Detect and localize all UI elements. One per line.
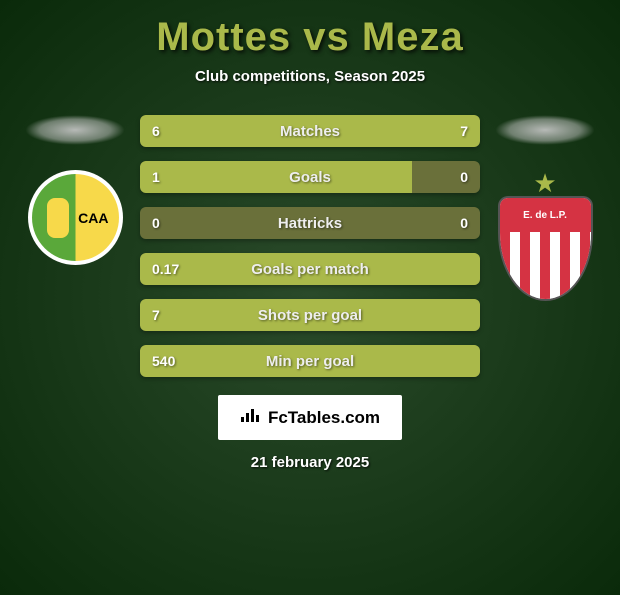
left-player-silhouette [25,115,125,145]
stat-row: 6Matches7 [140,115,480,147]
stat-row: 0.17Goals per match [140,253,480,285]
stat-value-right: 0 [460,161,468,193]
right-player-silhouette [495,115,595,145]
stat-value-right: 7 [460,115,468,147]
comparison-content: CAA 6Matches71Goals00Hattricks00.17Goals… [0,115,620,377]
stat-label: Min per goal [140,345,480,377]
stat-row: 0Hattricks0 [140,207,480,239]
star-icon: ★ [498,170,593,196]
stat-row: 540Min per goal [140,345,480,377]
stat-label: Goals per match [140,253,480,285]
stat-label: Shots per goal [140,299,480,331]
left-badge-text: CAA [78,210,108,226]
stats-list: 6Matches71Goals00Hattricks00.17Goals per… [140,115,480,377]
stat-row: 1Goals0 [140,161,480,193]
page-title: Mottes vs Meza [0,15,620,60]
stat-label: Matches [140,115,480,147]
footer: FcTables.com 21 february 2025 [0,395,620,471]
stat-row: 7Shots per goal [140,299,480,331]
right-badge-text: E. de L.P. [523,210,567,221]
brand-text: FcTables.com [268,408,380,428]
right-player-column: ★ E. de L.P. [495,115,595,300]
date-text: 21 february 2025 [251,454,369,471]
cactus-icon [47,198,69,238]
shield-stripes [500,232,591,299]
left-player-column: CAA [25,115,125,265]
subtitle: Club competitions, Season 2025 [0,68,620,85]
stat-value-right: 0 [460,207,468,239]
left-team-badge: CAA [28,170,123,265]
right-team-badge: ★ E. de L.P. [498,170,593,300]
stat-label: Hattricks [140,207,480,239]
chart-icon [240,407,260,428]
brand-box[interactable]: FcTables.com [218,395,402,440]
stat-label: Goals [140,161,480,193]
